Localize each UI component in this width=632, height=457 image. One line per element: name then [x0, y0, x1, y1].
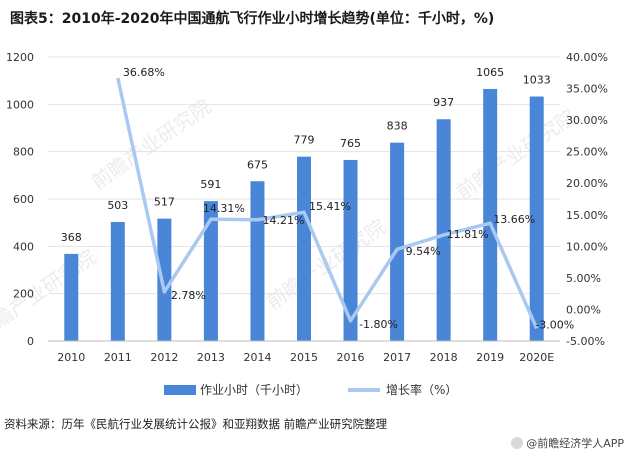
bar — [529, 96, 544, 341]
bar-value-label: 765 — [340, 137, 361, 150]
legend: 作业小时（千小时） 增长率（%） — [164, 382, 457, 397]
data-labels: 368 503 517 591 675 779 765 838 937 1065 1033 36.68… — [61, 66, 574, 331]
bar — [203, 201, 218, 341]
right-axis-tick: 35.00% — [566, 83, 608, 96]
bar-value-label: 1033 — [523, 74, 551, 87]
x-axis-tick: 2020E — [519, 351, 554, 364]
x-axis-tick: 2014 — [243, 351, 271, 364]
line-value-label: 15.41% — [309, 200, 351, 213]
watermark-text: 前瞻产业研究院 — [87, 94, 215, 194]
right-axis-tick: 40.00% — [566, 51, 608, 64]
line-value-label: 13.66% — [493, 213, 535, 226]
legend-label-bar: 作业小时（千小时） — [200, 383, 308, 397]
line-value-label: 9.54% — [406, 245, 441, 258]
chart-title: 图表5：2010年-2020年中国通航飞行作业小时增长趋势(单位：千小时，%) — [10, 11, 495, 27]
right-axis-tick: 15.00% — [566, 209, 608, 222]
line-value-label: 14.31% — [203, 202, 245, 215]
x-axis-tick: 2011 — [104, 351, 132, 364]
bar — [64, 253, 79, 341]
bar-value-label: 503 — [107, 199, 128, 212]
line-series — [116, 77, 539, 330]
x-axis-tick: 2017 — [383, 351, 411, 364]
x-axis-tick: 2019 — [476, 351, 504, 364]
bar-value-label: 937 — [433, 96, 454, 109]
bar — [436, 119, 451, 341]
bar-value-label: 1065 — [476, 66, 504, 79]
left-axis-tick: 0 — [27, 335, 34, 348]
line-value-label: 2.78% — [171, 289, 206, 302]
line-value-label: -1.80% — [359, 318, 398, 331]
bar — [390, 142, 405, 341]
line-value-label: -3.00% — [535, 318, 574, 331]
bar — [297, 156, 311, 341]
legend-swatch-bar — [164, 385, 196, 395]
bar — [250, 181, 265, 341]
left-axis-tick: 1200 — [6, 51, 34, 64]
x-axis-tick: 2016 — [337, 351, 365, 364]
bar-value-label: 838 — [387, 120, 408, 133]
right-axis-tick: 5.00% — [566, 272, 601, 285]
bar-value-label: 779 — [294, 134, 315, 147]
left-axis-tick: 600 — [13, 193, 34, 206]
bar — [157, 218, 172, 341]
source-note: 资料来源：历年《民航行业发展统计公报》和亚翔数据 前瞻产业研究院整理 — [4, 417, 388, 431]
bar — [483, 88, 498, 341]
right-axis-tick: 30.00% — [566, 114, 608, 127]
x-axis-tick: 2018 — [430, 351, 458, 364]
x-axis-tick: 2015 — [290, 351, 318, 364]
bar-value-label: 517 — [154, 196, 175, 209]
right-axis-tick: 0.00% — [566, 303, 601, 316]
x-axis-tick: 2012 — [150, 351, 178, 364]
left-axis-tick: 200 — [13, 288, 34, 301]
growth-rate-line — [116, 77, 539, 330]
x-axis-tick: 2013 — [197, 351, 225, 364]
line-value-label: 11.81% — [447, 228, 489, 241]
left-axis-tick: 1000 — [6, 98, 34, 111]
x-axis-tick: 2010 — [57, 351, 85, 364]
line-value-label: 14.21% — [262, 214, 304, 227]
right-axis-tick: 25.00% — [566, 146, 608, 159]
bar — [343, 159, 358, 341]
right-axis-tick: -5.00% — [566, 335, 605, 348]
bar-value-label: 368 — [61, 231, 82, 244]
left-axis-tick: 800 — [13, 146, 34, 159]
right-axis-tick: 10.00% — [566, 240, 608, 253]
line-value-label: 36.68% — [123, 66, 165, 79]
bar-series — [64, 88, 544, 341]
brand-text: @前瞻经济学人APP — [526, 437, 624, 450]
brand-credit: @前瞻经济学人APP — [511, 435, 624, 451]
bar-value-label: 591 — [200, 178, 221, 191]
right-axis-tick: 20.00% — [566, 177, 608, 190]
left-axis-tick: 400 — [13, 240, 34, 253]
brand-logo-icon — [511, 437, 524, 449]
watermark-text: 前瞻产业研究院 — [452, 104, 580, 204]
axes: 0 200 400 600 800 1000 1200 -5.00% 0.00% 5.00% 10.… — [6, 51, 608, 364]
bar-value-label: 675 — [247, 158, 268, 171]
legend-label-line: 增长率（%） — [386, 382, 457, 397]
bar — [110, 221, 125, 341]
